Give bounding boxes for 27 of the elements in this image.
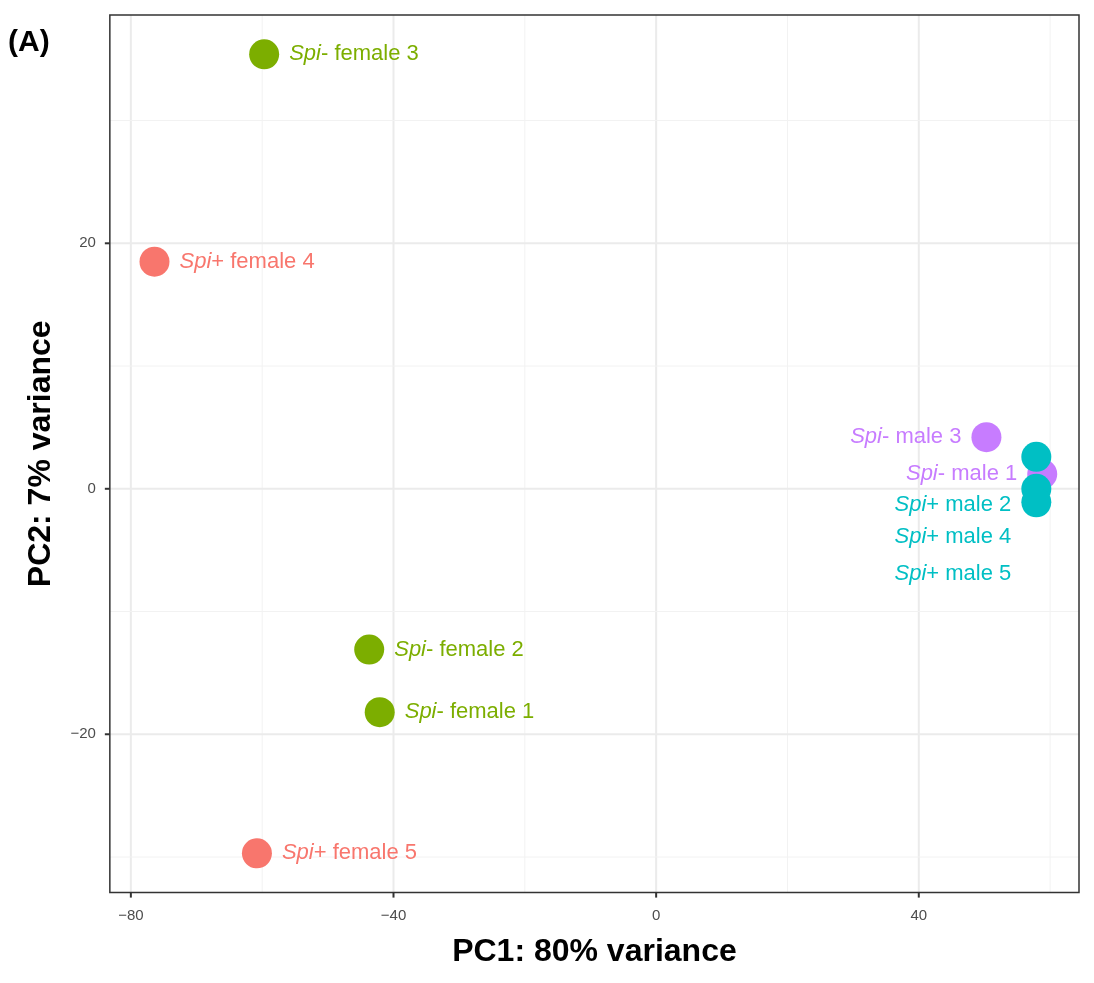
x-tick-label: 40 — [910, 905, 928, 923]
x-tick-label: 0 — [651, 905, 661, 923]
data-label: Spi+ male 2 — [894, 490, 1012, 516]
data-label: Spi- male 3 — [850, 423, 962, 449]
chart-title: (A) — [8, 24, 50, 58]
data-label: Spi+ male 4 — [894, 522, 1012, 548]
point — [1021, 441, 1052, 472]
y-tick-label: 0 — [87, 478, 96, 496]
data-label: Spi- female 3 — [289, 40, 419, 66]
data-label: Spi+ male 5 — [894, 560, 1012, 586]
point — [139, 246, 170, 277]
y-tick-label: −20 — [70, 724, 96, 742]
y-tick-label: 20 — [79, 233, 96, 251]
data-label: Spi+ female 5 — [281, 839, 418, 865]
x-axis-title: PC1: 80% variance — [452, 931, 737, 968]
point — [354, 634, 385, 665]
data-label: Spi- female 1 — [404, 698, 535, 724]
point — [971, 422, 1002, 453]
data-label: Spi- male 1 — [905, 460, 1018, 486]
y-axis-title: PC2: 7% variance — [21, 320, 58, 588]
data-label: Spi- female 2 — [394, 635, 524, 661]
x-tick-label: −40 — [380, 905, 407, 923]
x-tick-label: −80 — [118, 905, 144, 923]
point — [249, 39, 280, 70]
point — [364, 697, 395, 728]
point — [241, 838, 272, 869]
data-label: Spi+ female 4 — [179, 247, 315, 273]
